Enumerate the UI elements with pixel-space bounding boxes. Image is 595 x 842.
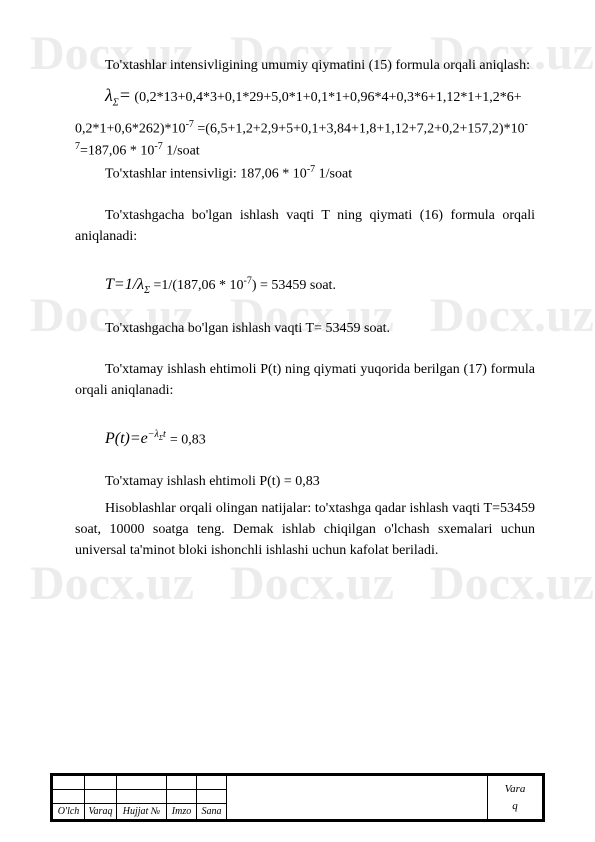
lambda-symbol: λΣ= (105, 85, 131, 105)
tb-varaq-label: Varaq (488, 776, 543, 820)
tb-cell-r2c5 (197, 790, 227, 804)
tb-header-sana: Sana (197, 804, 227, 820)
tb-main-field (227, 776, 488, 820)
tb-cell-r1c5 (197, 776, 227, 790)
formula-1-line2: 0,2*1+0,6*262)*10-7 =(6,5+1,2+2,9+5+0,1+… (75, 117, 535, 140)
formula-1-line1: λΣ= (0,2*13+0,4*3+0,1*29+5,0*1+0,1*1+0,9… (75, 82, 535, 111)
formula-1-line3: 7=187,06 * 10-7 1/soat (75, 139, 535, 162)
tb-cell-r2c3 (117, 790, 167, 804)
paragraph-1: To'xtashlar intensivligining umumiy qiym… (75, 55, 535, 76)
paragraph-7: Hisoblashlar orqali olingan natijalar: t… (75, 498, 535, 561)
tb-cell-r1c3 (117, 776, 167, 790)
paragraph-6: To'xtamay ishlash ehtimoli P(t) = 0,83 (75, 471, 535, 492)
formula-2: T=1/λΣ =1/(187,06 * 10-7) = 53459 soat. (75, 273, 535, 298)
paragraph-5: To'xtamay ishlash ehtimoli P(t) ning qiy… (75, 359, 535, 401)
tb-cell-r1c4 (167, 776, 197, 790)
paragraph-2: To'xtashlar intensivligi: 187,06 * 10-7 … (75, 162, 535, 185)
title-block-frame: Varaq O'lch Varaq Hujjat № Imzo Sana (50, 773, 545, 822)
formula-3: P(t)=e−λΣt = 0,83 (75, 427, 535, 451)
tb-header-olch: O'lch (53, 804, 85, 820)
formula-1-text-a: (0,2*13+0,4*3+0,1*29+5,0*1+0,1*1+0,96*4+… (134, 90, 521, 105)
tb-cell-r2c4 (167, 790, 197, 804)
tb-cell-r2c2 (85, 790, 117, 804)
tb-header-hujjat: Hujjat № (117, 804, 167, 820)
tb-header-imzo: Imzo (167, 804, 197, 820)
tb-cell-r1c2 (85, 776, 117, 790)
tb-cell-r1c1 (53, 776, 85, 790)
paragraph-3: To'xtashgacha bo'lgan ishlash vaqti T ni… (75, 205, 535, 247)
tb-header-varaq: Varaq (85, 804, 117, 820)
paragraph-4: To'xtashgacha bo'lgan ishlash vaqti T= 5… (75, 318, 535, 339)
tb-cell-r2c1 (53, 790, 85, 804)
page-content: To'xtashlar intensivligining umumiy qiym… (0, 0, 595, 561)
title-block-table: Varaq O'lch Varaq Hujjat № Imzo Sana (52, 775, 543, 820)
